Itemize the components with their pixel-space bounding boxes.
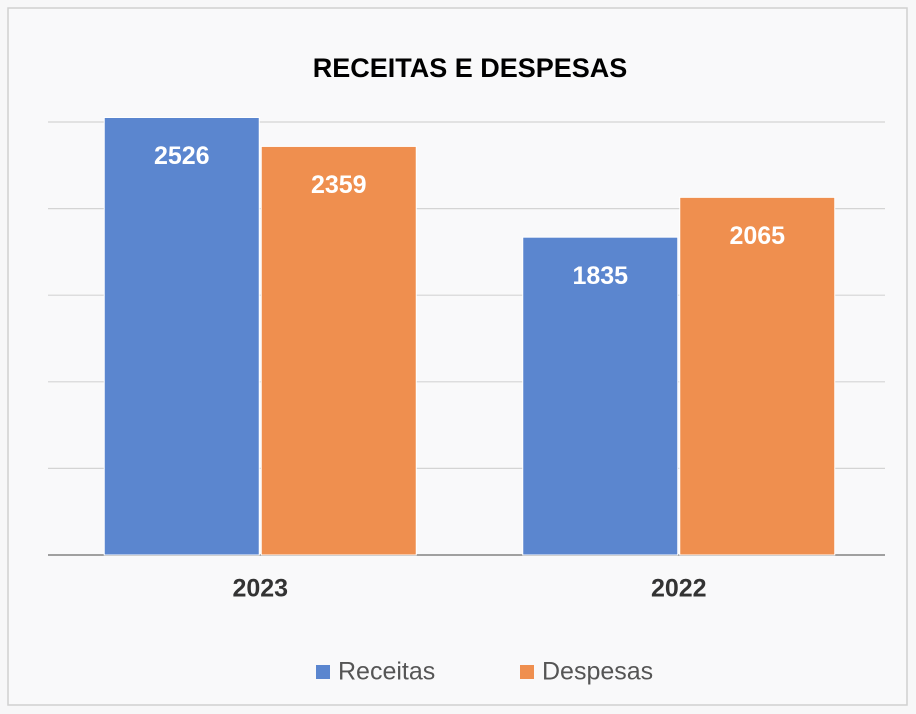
legend-swatch	[316, 665, 330, 679]
data-label: 2359	[311, 171, 367, 199]
data-label: 2526	[154, 142, 210, 170]
bar	[103, 116, 260, 556]
legend-swatch	[520, 665, 534, 679]
legend-label: Despesas	[542, 658, 653, 686]
bar	[522, 236, 679, 556]
bar	[679, 196, 836, 556]
chart-title: RECEITAS E DESPESAS	[313, 53, 628, 83]
bar	[260, 145, 417, 556]
data-label: 2065	[729, 222, 785, 250]
legend-label: Receitas	[338, 658, 435, 686]
data-label: 1835	[572, 262, 628, 290]
x-tick-label: 2022	[651, 575, 707, 603]
x-tick-label: 2023	[232, 575, 288, 603]
